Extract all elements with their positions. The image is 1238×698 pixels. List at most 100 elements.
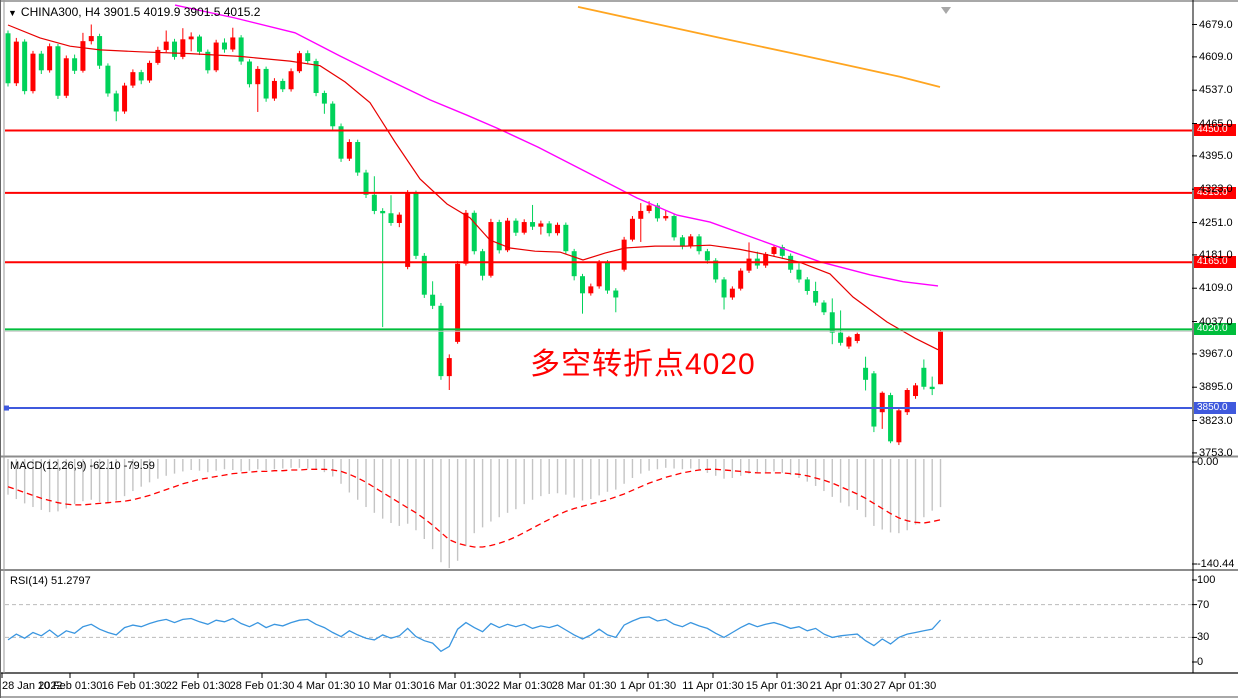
time-axis-label: 28 Feb 01:30: [229, 680, 295, 692]
candle-body: [463, 212, 469, 264]
collapse-chart-icon[interactable]: ▼: [8, 8, 17, 18]
candle-body: [571, 251, 577, 277]
candle-body: [896, 410, 902, 443]
time-axis-label: 4 Mar 01:30: [296, 680, 356, 692]
candle-body: [430, 294, 436, 306]
candle-body: [804, 279, 810, 291]
candle-body: [521, 222, 527, 233]
price-tick-label: 4181.0: [1199, 248, 1233, 261]
symbol-ohlc-text: CHINA300, H4 3901.5 4019.9 3901.5 4015.2: [20, 5, 261, 19]
candle-body: [480, 251, 486, 276]
candle-body: [838, 332, 844, 343]
rsi-tick-label: 70: [1197, 598, 1210, 611]
candle-body: [563, 224, 569, 252]
candle-body: [263, 68, 269, 99]
price-line-tag[interactable]: 4165.0: [1194, 256, 1236, 269]
candle-body: [280, 80, 286, 90]
candle-body: [230, 37, 236, 50]
candle-body: [113, 93, 119, 112]
candle-body: [879, 392, 885, 413]
price-line-tag[interactable]: 4020.0: [1194, 323, 1236, 336]
candle-body: [446, 358, 452, 377]
rsi-indicator-label: RSI(14) 51.2797: [10, 575, 91, 587]
candle-body: [654, 205, 660, 219]
macd-histogram: [7, 459, 942, 569]
candle-body: [854, 334, 860, 341]
candle-body: [246, 61, 252, 85]
price-tick-label: 4323.0: [1199, 183, 1233, 196]
candle-body: [821, 302, 827, 313]
price-tick-label: 3895.0: [1199, 381, 1233, 394]
candle-body: [604, 262, 610, 291]
candle-body: [938, 331, 944, 385]
candle-body: [846, 337, 852, 347]
candle-body: [355, 142, 361, 173]
candle-body: [413, 192, 419, 256]
candle-body: [163, 41, 169, 50]
ma-slow-line: [174, 4, 939, 287]
candle-body: [38, 53, 44, 71]
candle-body: [646, 205, 652, 211]
price-tick-label: 3753.0: [1199, 446, 1233, 459]
candle-body: [929, 386, 935, 390]
candle-body: [921, 367, 927, 387]
candle-body: [338, 126, 344, 159]
time-axis-label: 1 Apr 01:30: [619, 680, 677, 692]
candle-body: [371, 194, 377, 211]
candle-body: [405, 192, 411, 267]
price-tick-label: 4537.0: [1199, 84, 1233, 97]
chart-shift-marker-icon[interactable]: [941, 7, 951, 14]
candle-body: [738, 270, 744, 289]
time-axis-label: 22 Mar 01:30: [487, 680, 553, 692]
candle-body: [305, 53, 311, 62]
candle-body: [746, 258, 752, 271]
candle-body: [629, 218, 635, 240]
price-line-tag[interactable]: 4450.0: [1194, 124, 1236, 137]
candle-body: [13, 41, 19, 84]
candle-body: [704, 251, 710, 261]
candle-body: [829, 312, 835, 333]
hline-anchor-marker: [4, 405, 9, 411]
candle-body: [321, 92, 327, 104]
turning-point-annotation[interactable]: 多空转折点4020: [530, 348, 756, 381]
candle-body: [196, 36, 202, 52]
price-tick-label: 4395.0: [1199, 149, 1233, 162]
candle-body: [721, 279, 727, 298]
candle-body: [438, 305, 444, 377]
candle-body: [80, 41, 86, 71]
candle-body: [388, 213, 394, 223]
candle-body: [530, 222, 536, 227]
candle-body: [22, 41, 28, 92]
candle-body: [888, 395, 894, 442]
candle-body: [55, 46, 61, 96]
candle-body: [779, 247, 785, 256]
candle-body: [330, 103, 336, 127]
candle-body: [172, 41, 178, 57]
candle-body: [255, 68, 261, 85]
candle-body: [729, 288, 735, 298]
candle-body: [796, 269, 802, 280]
candle-body: [47, 46, 53, 71]
candle-body: [288, 71, 294, 90]
price-tick-label: 4037.0: [1199, 315, 1233, 328]
candle-body: [904, 390, 910, 413]
candle-body: [555, 224, 561, 234]
candle-body: [138, 72, 144, 81]
price-line-tag[interactable]: 3850.0: [1194, 402, 1236, 415]
candle-body: [213, 42, 219, 71]
candle-body: [538, 223, 544, 227]
candle-body: [638, 210, 644, 219]
candle-body: [696, 236, 702, 252]
price-line-tag[interactable]: 4315.0: [1194, 186, 1236, 199]
candle-body: [813, 290, 819, 303]
candle-body: [579, 276, 585, 294]
candle-body: [688, 236, 694, 247]
macd-signal-line: [7, 468, 941, 548]
time-axis-label: 15 Apr 01:30: [745, 680, 809, 692]
candle-body: [671, 216, 677, 238]
candle-body: [105, 65, 111, 94]
time-axis-label: 16 Mar 01:30: [422, 680, 488, 692]
candle-body: [122, 85, 128, 112]
